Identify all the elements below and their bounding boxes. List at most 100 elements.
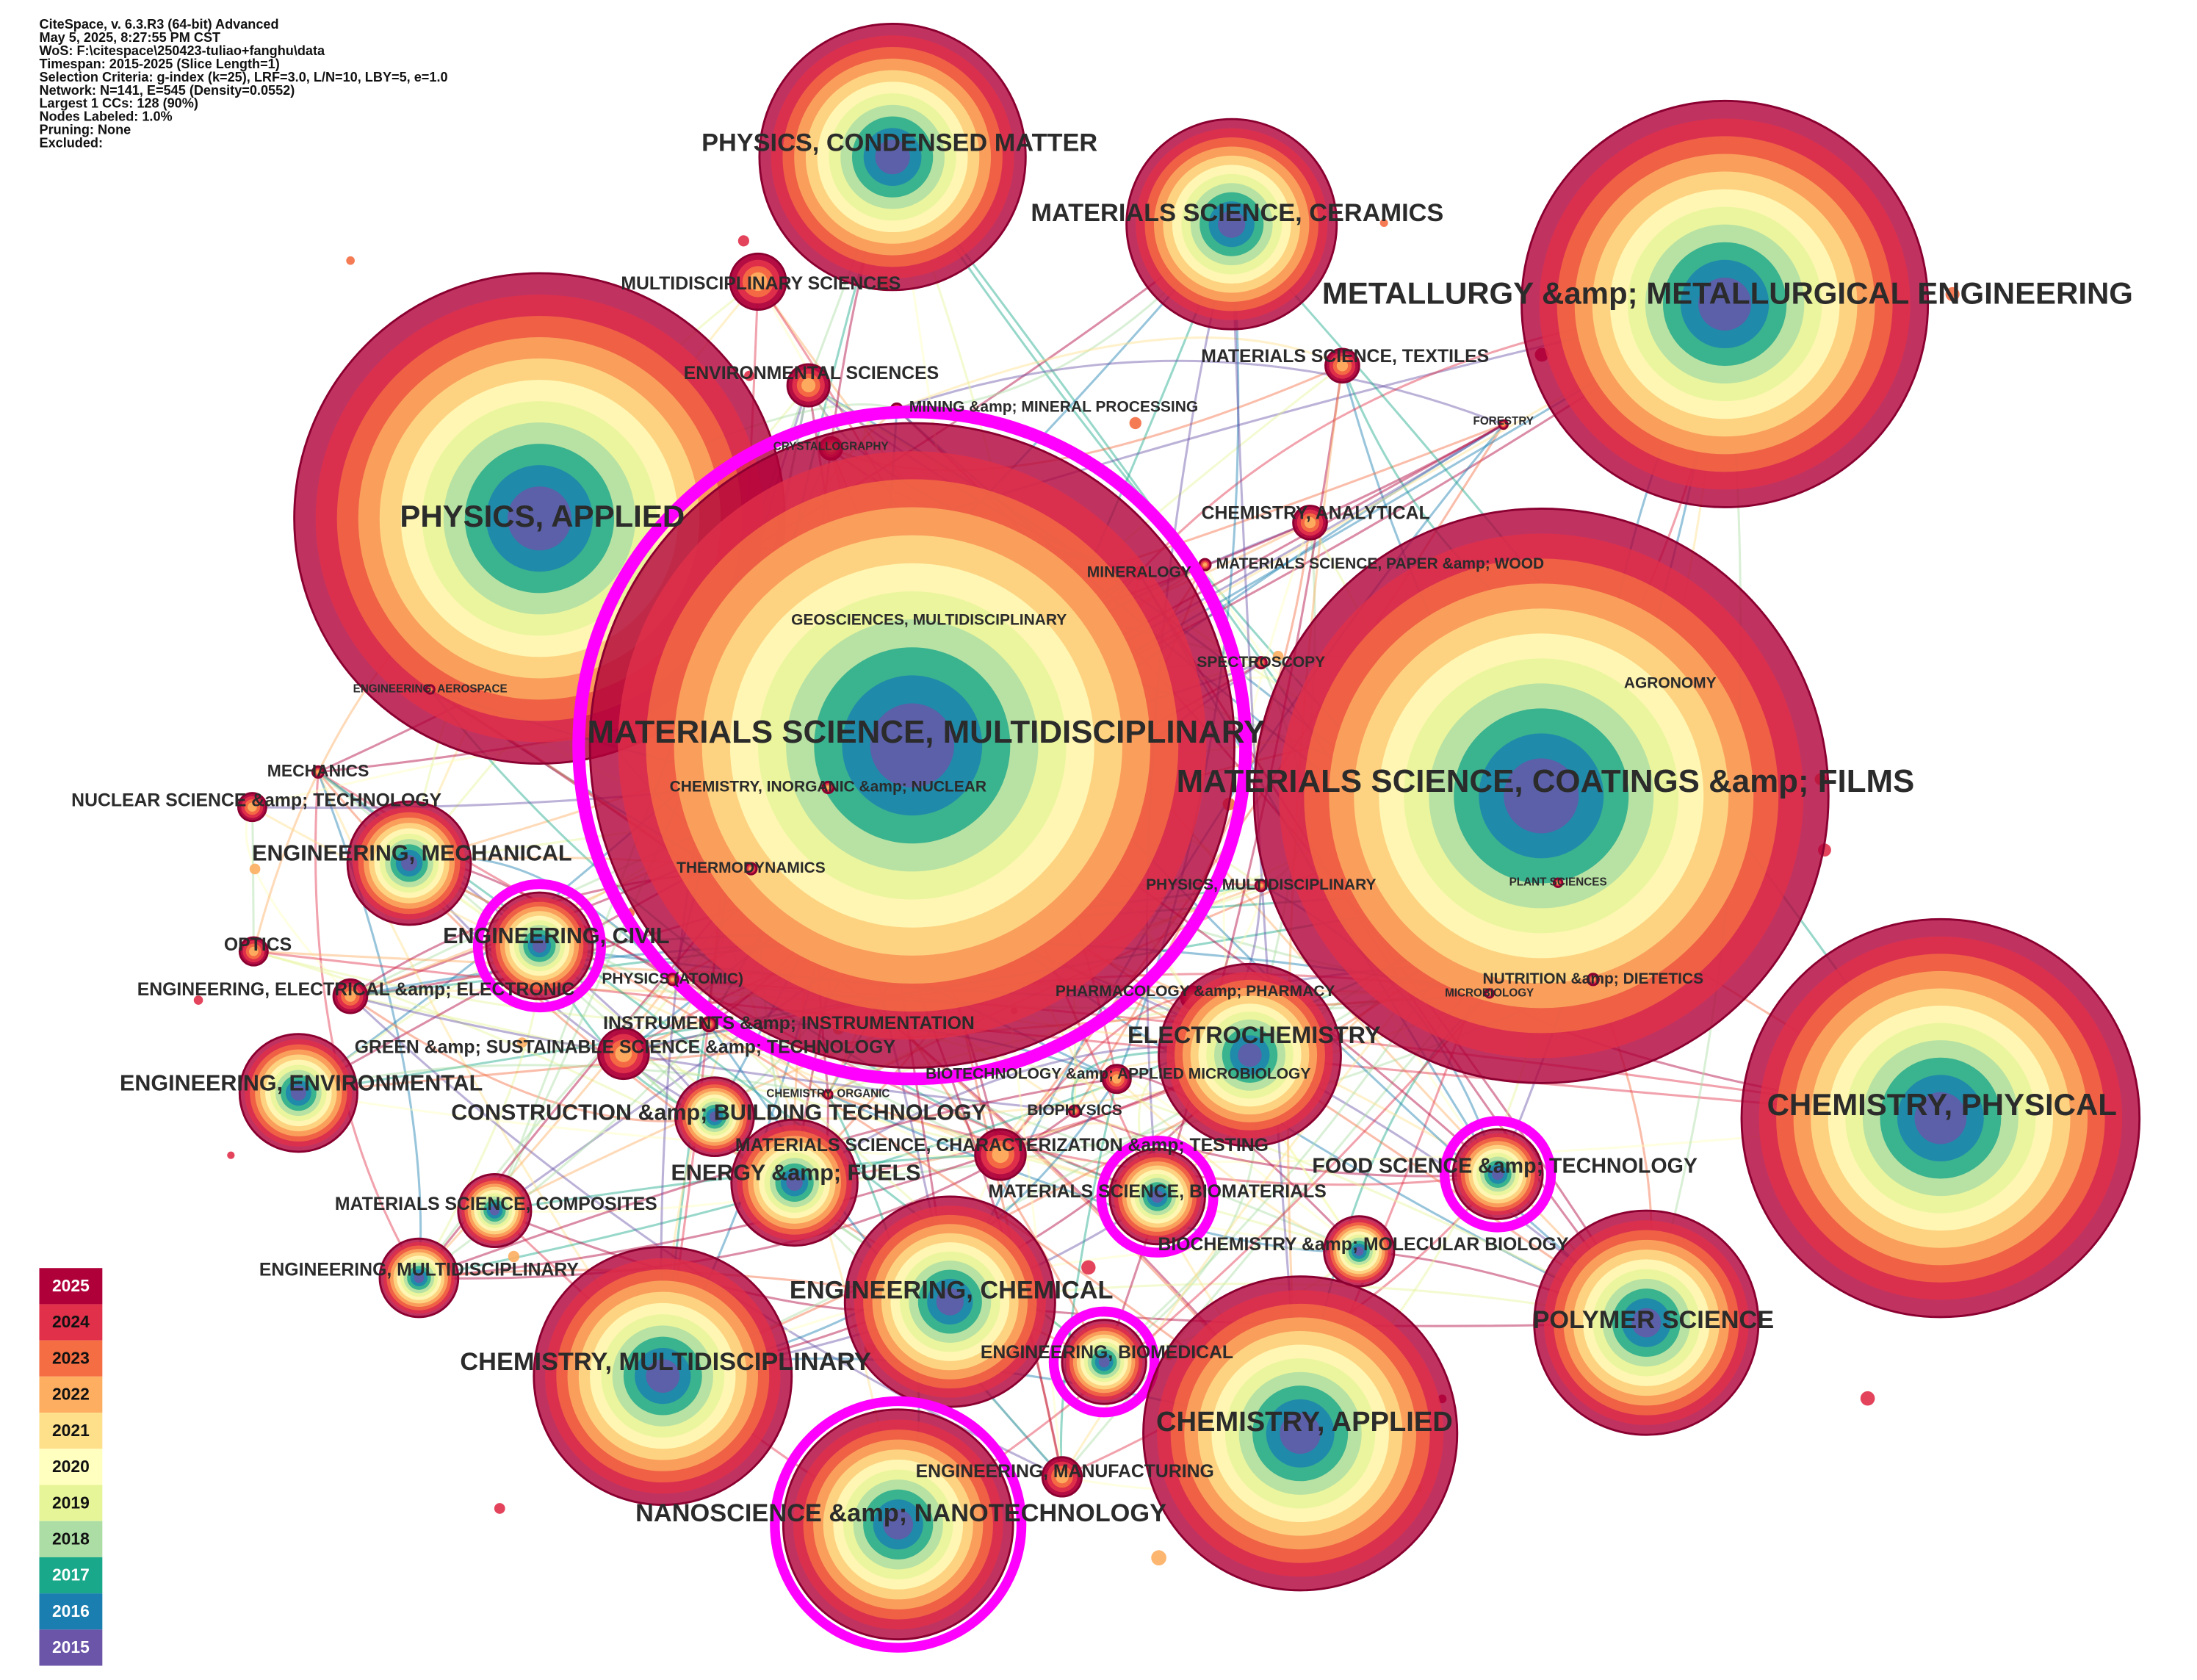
node — [1198, 558, 1212, 572]
header-line: Nodes Labeled: 1.0% — [39, 109, 172, 124]
node — [744, 862, 758, 876]
node-label: MINING &amp; MINERAL PROCESSING — [909, 399, 1198, 416]
leaf-node — [1860, 1391, 1875, 1406]
leaf-node — [1379, 219, 1388, 228]
year-ring — [1501, 423, 1505, 426]
edge — [999, 996, 1193, 1156]
header-line: CiteSpace, v. 6.3.R3 (64-bit) Advanced — [39, 17, 278, 32]
centrality-ring — [1096, 1135, 1219, 1258]
edge — [350, 995, 1075, 1113]
year-ring — [489, 1205, 499, 1216]
node-label: NANOSCIENCE &amp; NANOTECHNOLOGY — [635, 1499, 1166, 1527]
node — [701, 1016, 718, 1033]
node — [674, 1076, 755, 1158]
node — [665, 973, 679, 987]
node-label: ENERGY &amp; FUELS — [671, 1160, 920, 1185]
node-label: ELECTROCHEMISTRY — [1128, 1022, 1381, 1048]
header-line: Excluded: — [39, 135, 103, 150]
year-ring — [290, 1085, 306, 1101]
year-ring — [401, 855, 417, 871]
node-label: MINERALOGY — [1087, 564, 1191, 581]
legend-swatch — [39, 1557, 103, 1594]
node-label: SPECTROSCOPY — [1197, 654, 1325, 671]
edge — [408, 862, 1001, 1156]
legend-year: 2022 — [52, 1385, 90, 1404]
year-ring — [786, 1174, 803, 1191]
leaf-node — [1129, 417, 1141, 430]
leaf-node — [1151, 1550, 1166, 1565]
node — [1586, 973, 1600, 987]
node — [821, 780, 835, 795]
legend-year: 2019 — [52, 1493, 90, 1512]
year-ring — [875, 139, 910, 175]
node — [1740, 917, 2141, 1319]
legend-swatch — [39, 1593, 103, 1630]
legend-swatch — [39, 1376, 103, 1413]
node-label: MATERIALS SCIENCE, MULTIDISCIPLINARY — [588, 714, 1266, 750]
year-ring — [1492, 1168, 1504, 1180]
node — [572, 405, 1252, 1086]
edge — [253, 950, 710, 1025]
edge — [896, 359, 1504, 426]
edge — [350, 995, 715, 1122]
node — [1048, 1306, 1160, 1418]
node-label: POLYMER SCIENCE — [1532, 1306, 1774, 1334]
node-label: MECHANICS — [267, 761, 369, 780]
leaf-node — [193, 995, 203, 1005]
legend-year: 2016 — [52, 1601, 90, 1620]
header-line: Network: N=141, E=545 (Density=0.0552) — [39, 83, 295, 98]
legend-swatch — [39, 1449, 103, 1485]
year-ring — [615, 1045, 632, 1062]
legend: 2025 2024 2023 2022 2021 2020 2019 2018 2017 2016… — [39, 1268, 103, 1666]
node — [770, 1396, 1027, 1653]
node — [786, 363, 831, 408]
node-label: FOOD SCIENCE &amp; TECHNOLOGY — [1312, 1154, 1698, 1178]
year-ring — [1218, 210, 1246, 238]
node — [1254, 656, 1268, 670]
node — [1158, 962, 1342, 1147]
year-ring — [1631, 1308, 1662, 1338]
centrality-ring — [1048, 1306, 1160, 1418]
edge — [418, 1023, 710, 1279]
year-ring — [748, 867, 754, 871]
year-ring — [1504, 758, 1579, 834]
year-ring — [1304, 516, 1316, 529]
node — [758, 22, 1027, 292]
header-line: Selection Criteria: g-index (k=25), LRF=… — [39, 70, 447, 84]
node — [843, 1195, 1056, 1408]
year-ring — [826, 1092, 830, 1096]
node-label: MATERIALS SCIENCE, COMPOSITES — [335, 1194, 657, 1214]
node — [1324, 347, 1360, 384]
year-ring — [1202, 563, 1208, 567]
edge — [1074, 1110, 1498, 1178]
node-label: MULTIDISCIPLINARY SCIENCES — [621, 274, 901, 294]
year-ring — [1151, 1190, 1164, 1203]
year-ring — [248, 802, 257, 812]
year-ring — [870, 703, 955, 787]
node — [425, 684, 436, 695]
year-ring — [1591, 977, 1595, 981]
legend-swatch — [39, 1485, 103, 1521]
year-ring — [671, 977, 675, 981]
centrality-ring — [472, 879, 607, 1013]
year-ring — [1056, 1470, 1069, 1484]
header: CiteSpace, v. 6.3.R3 (64-bit) AdvancedMa… — [39, 17, 447, 150]
edge — [418, 978, 674, 1279]
labels: PHYSICS, CONDENSED MATTER MATERIALS SCIEN… — [71, 129, 2133, 1527]
year-ring — [1698, 277, 1752, 331]
node-label: PLANT SCIENCES — [1509, 876, 1607, 889]
edge — [298, 1092, 1941, 1164]
edge — [827, 1093, 1360, 1252]
leaf-node — [516, 1037, 527, 1048]
node — [238, 1033, 358, 1153]
node-label: CHEMISTRY, ORGANIC — [766, 1088, 890, 1100]
node-label: NUCLEAR SCIENCE &amp; TECHNOLOGY — [71, 791, 441, 811]
year-ring — [1259, 660, 1263, 665]
legend-swatch — [39, 1413, 103, 1449]
node-label: MATERIALS SCIENCE, BIOMATERIALS — [988, 1182, 1326, 1202]
node-label: CHEMISTRY, INORGANIC &amp; NUCLEAR — [670, 779, 986, 796]
node — [1533, 1209, 1760, 1436]
node-label: ENGINEERING, CIVIL — [443, 923, 669, 948]
year-ring — [507, 486, 571, 551]
node — [729, 252, 787, 311]
